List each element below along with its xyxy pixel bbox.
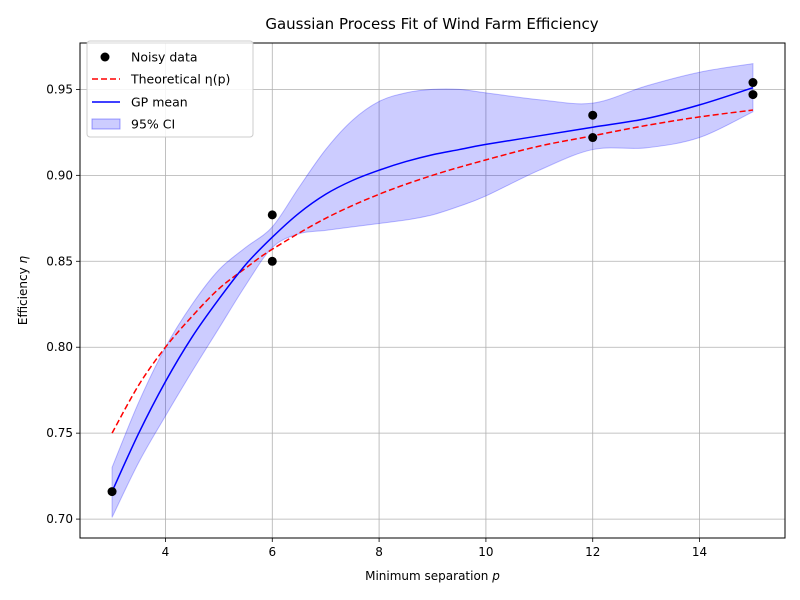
data-point [748,90,758,100]
legend-item-noisy-data: Noisy data [131,50,198,65]
data-point [748,78,758,88]
x-tick-label: 6 [268,545,276,559]
theoretical-curve [111,109,754,434]
data-point [267,256,277,266]
ticks-layer: 4 6 8 10 12 14 0.70 0.75 0.80 0.85 0.90 0.95 [46,82,707,559]
data-point [588,133,598,143]
legend-marker-scatter [100,52,110,62]
data-point [588,110,598,120]
y-tick-label: 0.95 [46,82,73,96]
x-tick-label: 4 [162,545,170,559]
legend-box [86,40,254,138]
legend-item-theoretical: Theoretical η(p) [130,72,230,87]
x-tick-label: 10 [478,545,493,559]
legend-marker-ci [91,118,121,130]
y-tick-label: 0.85 [46,254,73,268]
x-tick-label: 8 [375,545,383,559]
y-tick-label: 0.80 [46,340,73,354]
y-tick-label: 0.90 [46,168,73,182]
legend: Noisy data Theoretical η(p) GP mean 95% CI [86,40,254,138]
y-tick-label: 0.70 [46,512,73,526]
data-point [107,487,117,497]
scatter-points-layer [107,78,758,497]
x-axis-label: Minimum separation p [365,569,500,583]
y-axis-label: Efficiency η [16,255,30,325]
x-tick-label: 14 [692,545,707,559]
x-tick-label: 12 [585,545,600,559]
gp-mean-curve [111,86,754,492]
chart-title: Gaussian Process Fit of Wind Farm Effici… [265,15,598,33]
data-point [267,210,277,220]
legend-item-gp-mean: GP mean [131,95,188,110]
series-lines-layer [111,86,754,492]
plot-frame [79,42,786,539]
legend-item-ci: 95% CI [131,117,175,132]
y-tick-label: 0.75 [46,426,73,440]
